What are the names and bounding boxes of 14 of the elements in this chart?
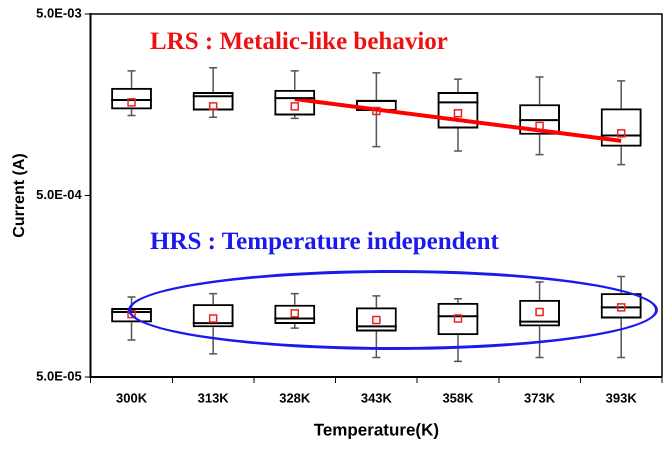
annotation: LRS : Metalic-like behavior	[150, 28, 448, 56]
x-tick-label: 373K	[524, 390, 556, 406]
x-tick-label: 328K	[279, 390, 311, 406]
x-tick-label: 313K	[198, 390, 230, 406]
x-tick-label: 358K	[442, 390, 474, 406]
x-tick-label: 300K	[116, 390, 148, 406]
x-tick-label: 393K	[606, 390, 638, 406]
y-tick-label: 5.0E-05	[36, 368, 82, 384]
annotation: HRS : Temperature independent	[150, 228, 499, 256]
x-tick-label: 343K	[360, 390, 393, 406]
y-tick-label: 5.0E-03	[36, 6, 82, 21]
y-tick-label: 5.0E-04	[36, 187, 82, 202]
x-axis-title: Temperature(K)	[314, 420, 440, 440]
y-axis-title: Current (A)	[11, 153, 28, 238]
